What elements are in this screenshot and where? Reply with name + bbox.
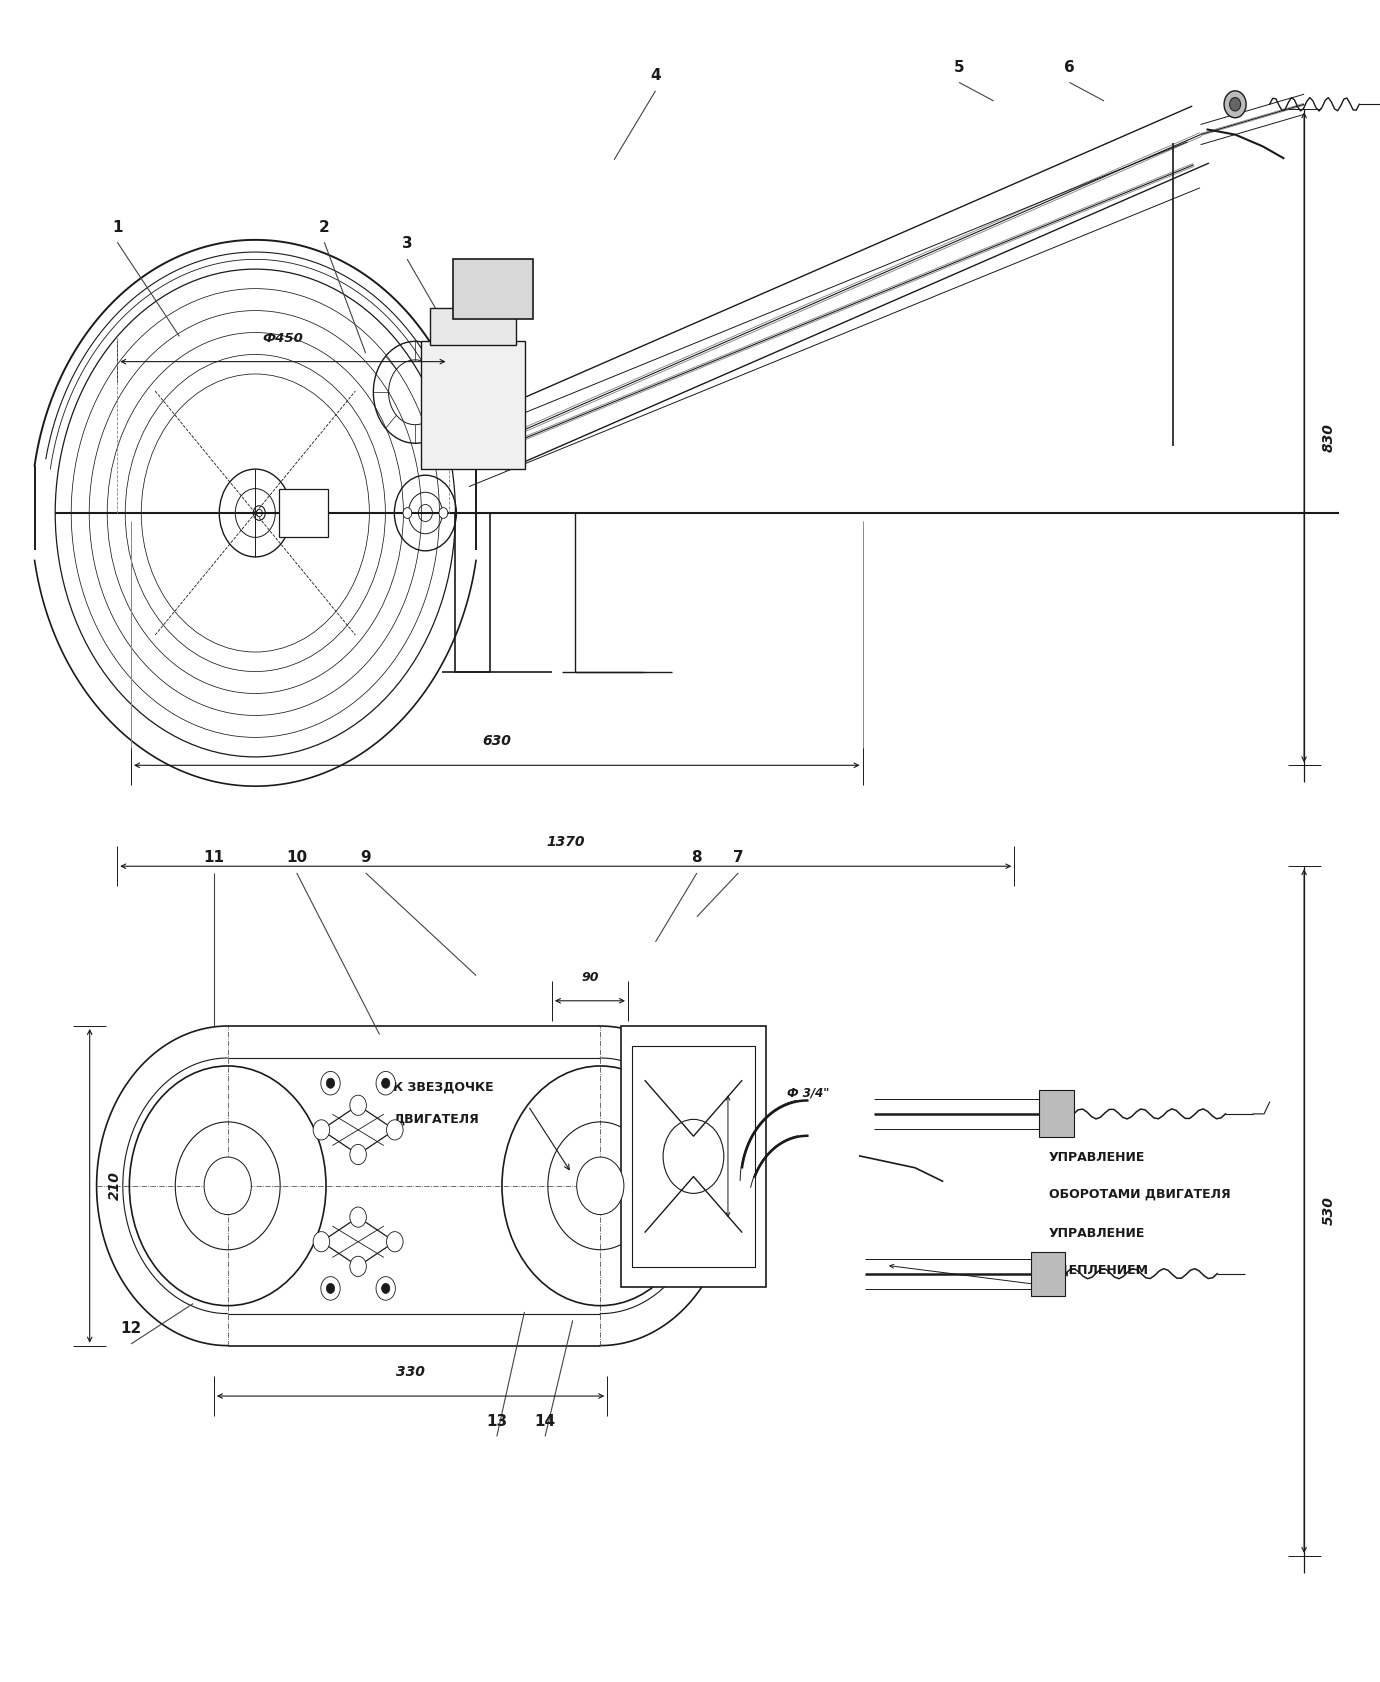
Circle shape xyxy=(327,1283,335,1293)
Text: 4: 4 xyxy=(650,69,661,82)
Text: 8: 8 xyxy=(691,851,702,865)
Text: 3: 3 xyxy=(402,237,413,251)
Circle shape xyxy=(1224,91,1246,118)
Bar xyxy=(453,259,533,320)
Circle shape xyxy=(375,1277,396,1300)
Circle shape xyxy=(327,1078,335,1088)
Bar xyxy=(632,1046,755,1267)
Circle shape xyxy=(313,1120,330,1140)
Bar xyxy=(279,489,327,537)
Text: 1: 1 xyxy=(112,220,123,234)
Circle shape xyxy=(439,508,447,518)
Text: УПРАВЛЕНИЕ: УПРАВЛЕНИЕ xyxy=(1049,1150,1145,1164)
Circle shape xyxy=(351,1144,367,1164)
Text: 830: 830 xyxy=(1322,422,1336,452)
Text: Ф450: Ф450 xyxy=(262,331,304,345)
Text: 7: 7 xyxy=(733,851,744,865)
Text: 14: 14 xyxy=(534,1415,556,1428)
Text: Ф 3/4": Ф 3/4" xyxy=(787,1087,829,1100)
Text: ДВИГАТЕЛЯ: ДВИГАТЕЛЯ xyxy=(393,1112,479,1125)
Bar xyxy=(1039,1090,1074,1137)
Bar xyxy=(431,308,516,345)
Text: 5: 5 xyxy=(954,61,965,74)
Text: СЦЕПЛЕНИЕМ: СЦЕПЛЕНИЕМ xyxy=(1049,1265,1148,1277)
Circle shape xyxy=(351,1095,367,1115)
Text: ОБОРОТАМИ ДВИГАТЕЛЯ: ОБОРОТАМИ ДВИГАТЕЛЯ xyxy=(1049,1187,1231,1201)
Circle shape xyxy=(375,1071,396,1095)
Bar xyxy=(421,341,526,469)
Text: 9: 9 xyxy=(360,851,371,865)
Text: УПРАВЛЕНИЕ: УПРАВЛЕНИЕ xyxy=(1049,1228,1145,1240)
Circle shape xyxy=(403,508,411,518)
Circle shape xyxy=(351,1208,367,1228)
Text: 530: 530 xyxy=(1322,1196,1336,1226)
Text: 10: 10 xyxy=(286,851,308,865)
Text: 1370: 1370 xyxy=(546,836,585,849)
Circle shape xyxy=(386,1120,403,1140)
Circle shape xyxy=(386,1231,403,1251)
Text: 12: 12 xyxy=(120,1322,142,1336)
Circle shape xyxy=(381,1283,391,1293)
Circle shape xyxy=(204,1157,251,1214)
Text: 330: 330 xyxy=(396,1366,425,1379)
Text: 11: 11 xyxy=(203,851,225,865)
Circle shape xyxy=(320,1071,341,1095)
Text: 6: 6 xyxy=(1064,61,1075,74)
Circle shape xyxy=(577,1157,624,1214)
Bar xyxy=(621,1026,766,1287)
Text: 13: 13 xyxy=(486,1415,508,1428)
Text: 2: 2 xyxy=(319,220,330,234)
Circle shape xyxy=(351,1256,367,1277)
Circle shape xyxy=(313,1231,330,1251)
Circle shape xyxy=(381,1078,391,1088)
Bar xyxy=(1031,1251,1065,1295)
Text: 90: 90 xyxy=(581,971,599,984)
Text: К ЗВЕЗДОЧКЕ: К ЗВЕЗДОЧКЕ xyxy=(393,1080,494,1093)
Text: 210: 210 xyxy=(108,1171,121,1201)
Circle shape xyxy=(320,1277,341,1300)
Circle shape xyxy=(1230,98,1241,111)
Text: 630: 630 xyxy=(483,735,511,748)
